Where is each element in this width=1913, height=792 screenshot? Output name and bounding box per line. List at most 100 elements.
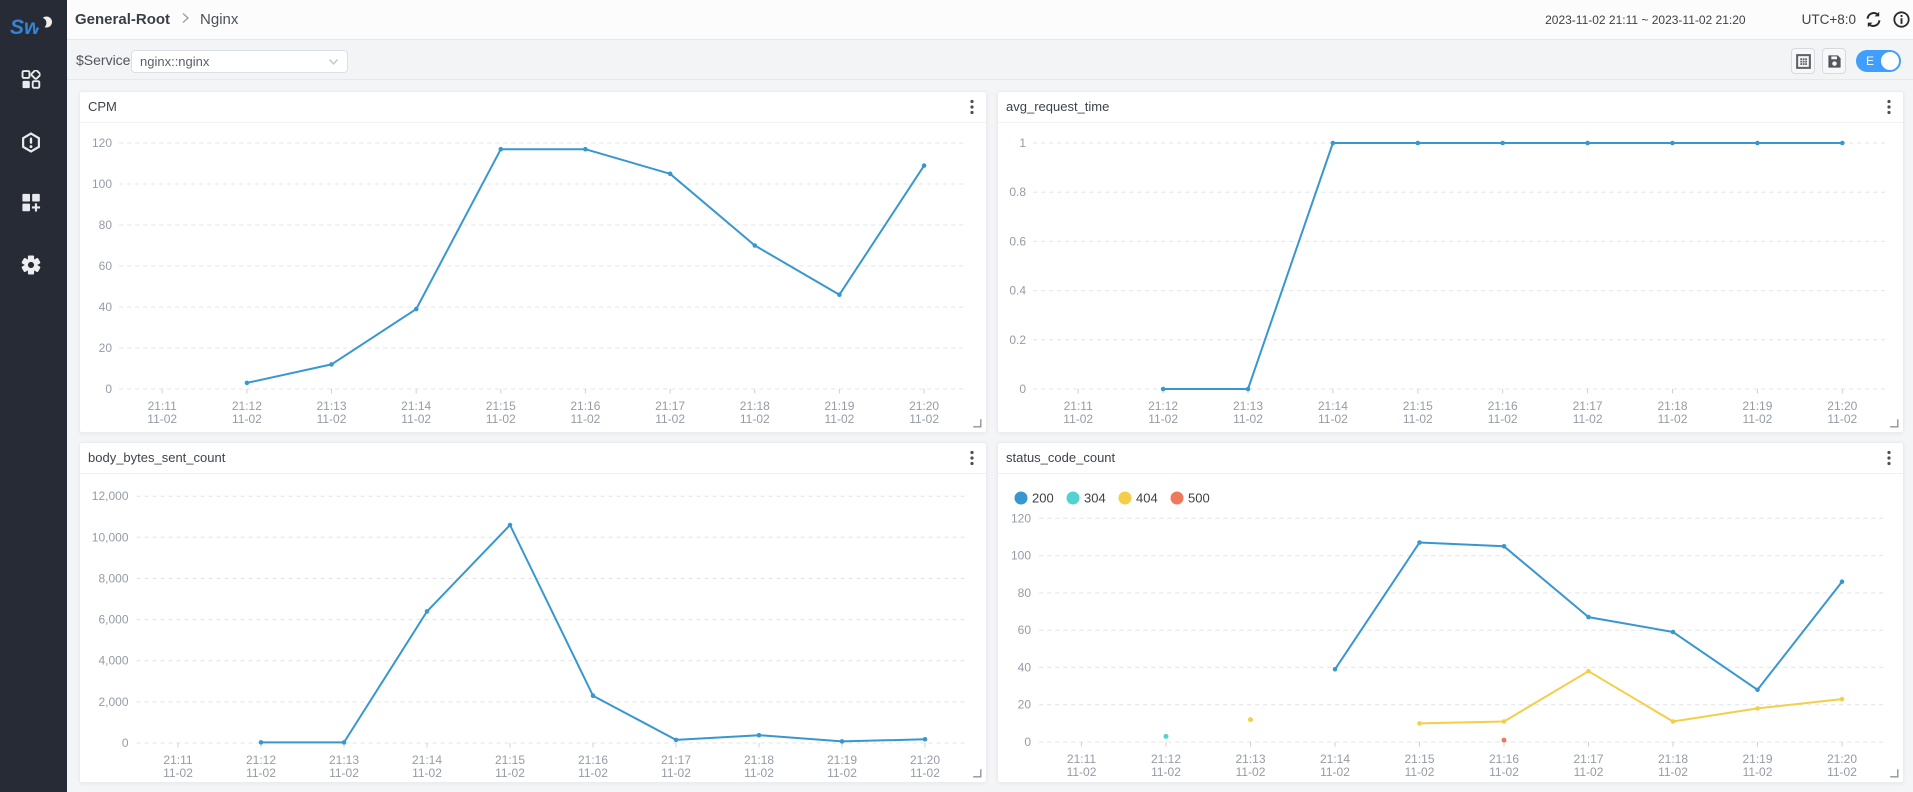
svg-text:21:13: 21:13 [1235, 752, 1265, 766]
svg-text:21:11: 21:11 [163, 753, 192, 767]
svg-text:60: 60 [1018, 623, 1032, 637]
svg-text:11-02: 11-02 [232, 412, 262, 426]
svg-text:11-02: 11-02 [495, 766, 525, 780]
svg-text:11-02: 11-02 [1320, 765, 1350, 779]
svg-text:11-02: 11-02 [1236, 765, 1266, 779]
svg-text:21:11: 21:11 [1067, 752, 1096, 766]
svg-text:11-02: 11-02 [1574, 765, 1604, 779]
svg-text:60: 60 [99, 259, 113, 273]
svg-text:4,000: 4,000 [98, 654, 128, 668]
svg-text:11-02: 11-02 [317, 412, 347, 426]
svg-text:11-02: 11-02 [412, 766, 442, 780]
svg-text:11-02: 11-02 [744, 766, 774, 780]
svg-text:0: 0 [122, 736, 129, 750]
svg-text:11-02: 11-02 [655, 412, 685, 426]
svg-text:500: 500 [1188, 491, 1210, 506]
svg-text:11-02: 11-02 [1151, 765, 1181, 779]
svg-text:0.8: 0.8 [1009, 185, 1026, 199]
svg-text:21:20: 21:20 [909, 399, 939, 413]
svg-text:21:19: 21:19 [827, 753, 857, 767]
svg-text:21:15: 21:15 [495, 753, 525, 767]
svg-text:80: 80 [1018, 586, 1032, 600]
svg-text:21:14: 21:14 [401, 399, 431, 413]
svg-text:11-02: 11-02 [740, 412, 770, 426]
svg-text:8,000: 8,000 [98, 572, 128, 586]
svg-text:21:16: 21:16 [570, 399, 600, 413]
svg-text:11-02: 11-02 [329, 766, 359, 780]
svg-text:21:20: 21:20 [1827, 752, 1857, 766]
svg-text:20: 20 [99, 341, 113, 355]
svg-text:21:17: 21:17 [1573, 399, 1603, 413]
svg-text:1: 1 [1019, 136, 1026, 150]
svg-text:11-02: 11-02 [1573, 412, 1603, 426]
svg-text:21:20: 21:20 [910, 753, 940, 767]
svg-text:404: 404 [1136, 491, 1158, 506]
svg-text:11-02: 11-02 [1067, 765, 1097, 779]
svg-text:11-02: 11-02 [1743, 765, 1773, 779]
svg-text:21:14: 21:14 [1318, 399, 1348, 413]
svg-text:11-02: 11-02 [1489, 765, 1519, 779]
svg-text:21:19: 21:19 [1742, 752, 1772, 766]
svg-text:11-02: 11-02 [1658, 765, 1688, 779]
svg-text:21:16: 21:16 [578, 753, 608, 767]
svg-text:120: 120 [1011, 511, 1031, 525]
svg-text:0.6: 0.6 [1009, 234, 1026, 248]
svg-text:11-02: 11-02 [1827, 412, 1857, 426]
svg-text:11-02: 11-02 [1318, 412, 1348, 426]
svg-text:21:18: 21:18 [1657, 399, 1687, 413]
svg-text:21:12: 21:12 [232, 399, 262, 413]
svg-text:200: 200 [1032, 491, 1054, 506]
svg-text:0.4: 0.4 [1009, 284, 1026, 298]
svg-text:21:15: 21:15 [1404, 752, 1434, 766]
svg-text:21:18: 21:18 [1658, 752, 1688, 766]
svg-text:10,000: 10,000 [92, 530, 129, 544]
svg-text:11-02: 11-02 [1405, 765, 1435, 779]
svg-text:304: 304 [1084, 491, 1106, 506]
svg-text:21:13: 21:13 [316, 399, 346, 413]
svg-text:21:12: 21:12 [1151, 752, 1181, 766]
svg-text:21:18: 21:18 [744, 753, 774, 767]
svg-text:21:17: 21:17 [655, 399, 685, 413]
svg-text:21:17: 21:17 [661, 753, 691, 767]
svg-text:11-02: 11-02 [163, 766, 193, 780]
svg-text:11-02: 11-02 [1488, 412, 1518, 426]
svg-text:21:15: 21:15 [1403, 399, 1433, 413]
svg-text:21:15: 21:15 [486, 399, 516, 413]
svg-text:120: 120 [92, 136, 112, 150]
svg-text:21:20: 21:20 [1827, 399, 1857, 413]
svg-text:11-02: 11-02 [910, 766, 940, 780]
svg-text:11-02: 11-02 [1148, 412, 1178, 426]
svg-text:2,000: 2,000 [98, 695, 128, 709]
svg-text:21:19: 21:19 [824, 399, 854, 413]
svg-text:0: 0 [105, 382, 112, 396]
svg-text:20: 20 [1018, 698, 1032, 712]
svg-text:11-02: 11-02 [1742, 412, 1772, 426]
svg-text:21:13: 21:13 [329, 753, 359, 767]
svg-text:0.2: 0.2 [1009, 333, 1026, 347]
svg-text:11-02: 11-02 [824, 412, 854, 426]
svg-text:21:14: 21:14 [1320, 752, 1350, 766]
svg-text:21:12: 21:12 [1148, 399, 1178, 413]
svg-text:0: 0 [1024, 735, 1031, 749]
svg-text:21:11: 21:11 [1064, 399, 1093, 413]
svg-text:11-02: 11-02 [1403, 412, 1433, 426]
svg-text:21:18: 21:18 [740, 399, 770, 413]
svg-text:100: 100 [1011, 549, 1031, 563]
svg-text:40: 40 [1018, 660, 1032, 674]
svg-text:100: 100 [92, 177, 112, 191]
svg-text:11-02: 11-02 [661, 766, 691, 780]
svg-text:11-02: 11-02 [909, 412, 939, 426]
svg-text:11-02: 11-02 [1063, 412, 1093, 426]
svg-text:21:17: 21:17 [1573, 752, 1603, 766]
svg-text:80: 80 [99, 218, 113, 232]
svg-text:21:16: 21:16 [1489, 752, 1519, 766]
svg-text:6,000: 6,000 [98, 613, 128, 627]
svg-text:11-02: 11-02 [1658, 412, 1688, 426]
svg-text:11-02: 11-02 [1827, 765, 1857, 779]
svg-text:21:19: 21:19 [1742, 399, 1772, 413]
svg-text:11-02: 11-02 [1233, 412, 1263, 426]
svg-text:21:13: 21:13 [1233, 399, 1263, 413]
svg-text:21:11: 21:11 [148, 399, 177, 413]
svg-text:21:14: 21:14 [412, 753, 442, 767]
svg-text:11-02: 11-02 [246, 766, 276, 780]
